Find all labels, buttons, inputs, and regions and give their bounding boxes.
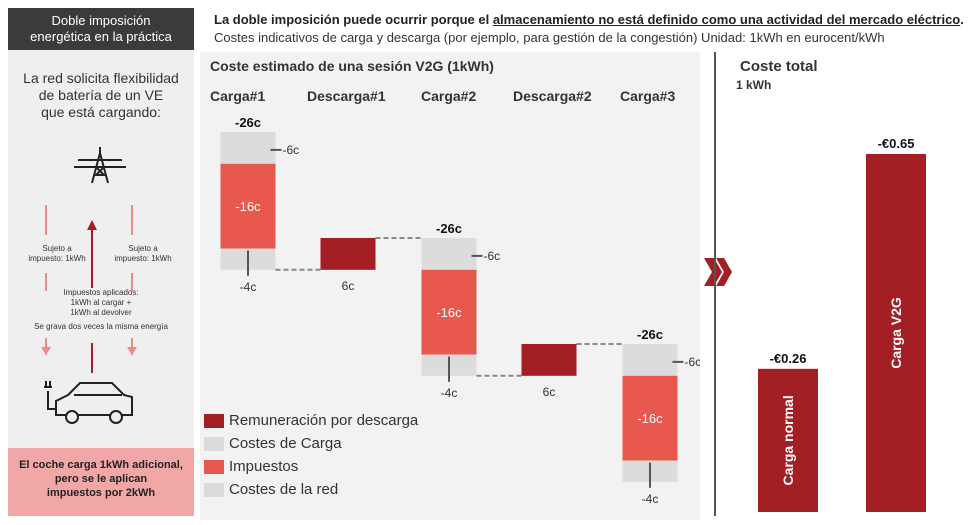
data-label-charge-cost: -6c: [685, 355, 701, 369]
panel-footer-line3: impuestos por 2kWh: [46, 487, 156, 499]
data-label-charge-cost: -6c: [484, 249, 501, 263]
total-value-label: -€0.65: [878, 136, 915, 151]
header-line1: La doble imposición puede ocurrir porque…: [214, 12, 964, 27]
total-category-label: Carga normal: [780, 395, 796, 485]
legend-label: Remuneración por descarga: [229, 412, 419, 429]
panel-intro-line2: de batería de un VE: [38, 87, 164, 103]
total-category-label: Carga V2G: [888, 297, 904, 369]
legend-swatch-charge-costs: [204, 437, 224, 451]
tax-note-left-line2: impuesto: 1kWh: [28, 254, 86, 263]
tax-note-right: Sujeto a impuesto: 1kWh: [108, 244, 178, 264]
data-label-tax: -16c: [436, 305, 462, 320]
data-label-grid-cost: -4c: [441, 386, 458, 400]
legend-swatch-remuneration: [204, 414, 224, 428]
category-label: Descarga#1: [307, 88, 386, 104]
tax-applied-line3: 1kWh al devolver: [70, 308, 132, 317]
panel-intro-line3: que está cargando:: [41, 104, 161, 120]
total-cost-chart: -€0.26 Carga normal -€0.65 Carga V2G: [758, 136, 926, 512]
tax-note-left: Sujeto a impuesto: 1kWh: [22, 244, 92, 264]
tax-applied-line1: Impuestos aplicados:: [63, 288, 139, 297]
category-label: Carga#1: [210, 88, 266, 104]
data-label-charge-cost: -6c: [283, 143, 300, 157]
total-bar: [866, 154, 926, 512]
bar-remuneration: [521, 344, 577, 376]
total-chart-title: Coste total: [740, 58, 818, 75]
bar-charge-costs: [622, 344, 678, 376]
waterfall-chart: -26c -6c -16c -4c 6c -26c -6c -16c -4c 6c -26c -6c -…: [220, 115, 701, 506]
tax-applied-note: Impuestos aplicados: 1kWh al cargar + 1k…: [38, 288, 164, 318]
panel-footer-line2: pero se le aplican: [54, 473, 148, 485]
bar-taxes: [220, 163, 276, 249]
data-label-total: -26c: [436, 221, 462, 236]
legend-label: Costes de la red: [229, 481, 339, 498]
data-label-remuneration: 6c: [543, 385, 556, 399]
header-line1-underlined: almacenamiento no está definido como una…: [492, 12, 961, 27]
panel-title: Doble imposición energética en la prácti…: [8, 8, 194, 50]
chevron-right-icon: [704, 258, 732, 286]
bar-charge-costs: [421, 238, 477, 270]
legend-label: Costes de Carga: [229, 435, 342, 452]
panel-footer: El coche carga 1kWh adicional, pero se l…: [8, 448, 194, 516]
tax-note-left-line1: Sujeto a: [42, 244, 72, 253]
legend-swatch-grid-costs: [204, 483, 224, 497]
legend-swatch-taxes: [204, 460, 224, 474]
bar-taxes: [622, 375, 678, 461]
bar-charge-costs: [220, 132, 276, 164]
bar-remuneration: [320, 238, 376, 270]
data-label-total: -26c: [637, 327, 663, 342]
data-label-grid-cost: -4c: [240, 280, 257, 294]
panel-title-line2: energética en la práctica: [30, 29, 172, 44]
data-label-remuneration: 6c: [342, 279, 355, 293]
panel-title-line1: Doble imposición: [51, 13, 151, 28]
bar-taxes: [421, 269, 477, 355]
data-label-tax: -16c: [637, 411, 663, 426]
legend-label: Impuestos: [229, 458, 299, 475]
data-label-grid-cost: -4c: [642, 492, 659, 506]
data-label-total: -26c: [235, 115, 261, 130]
flow-diagram: [41, 147, 137, 424]
chart-title: Coste estimado de una sesión V2G (1kWh): [210, 58, 494, 74]
header-line1-suffix: .: [960, 12, 964, 27]
header-line2: Costes indicativos de carga y descarga (…: [214, 30, 885, 45]
total-chart-subtitle: 1 kWh: [736, 78, 772, 92]
electric-car-icon: [44, 381, 133, 424]
arrow-down-icon: [41, 347, 51, 355]
power-pylon-icon: [74, 147, 126, 184]
total-bar: [758, 368, 818, 512]
section-divider: [714, 52, 716, 516]
tax-note-right-line1: Sujeto a: [128, 244, 158, 253]
category-label: Carga#2: [421, 88, 477, 104]
total-value-label: -€0.26: [770, 351, 807, 366]
header-line1-prefix: La doble imposición puede ocurrir porque…: [214, 12, 493, 27]
panel-footer-line1: El coche carga 1kWh adicional,: [19, 459, 183, 471]
arrow-up-icon: [87, 220, 97, 230]
data-label-tax: -16c: [235, 199, 261, 214]
info-panel: Doble imposición energética en la prácti…: [8, 8, 194, 516]
category-label: Descarga#2: [513, 88, 592, 104]
tax-applied-line2: 1kWh al cargar +: [70, 298, 132, 307]
arrow-down-icon: [127, 347, 137, 355]
panel-intro-line1: La red solicita flexibilidad: [23, 70, 179, 86]
double-tax-note: Se grava dos veces la misma energía: [34, 322, 168, 331]
category-label: Carga#3: [620, 88, 676, 104]
panel-intro: La red solicita flexibilidad de batería …: [8, 70, 194, 121]
tax-note-right-line2: impuesto: 1kWh: [114, 254, 172, 263]
